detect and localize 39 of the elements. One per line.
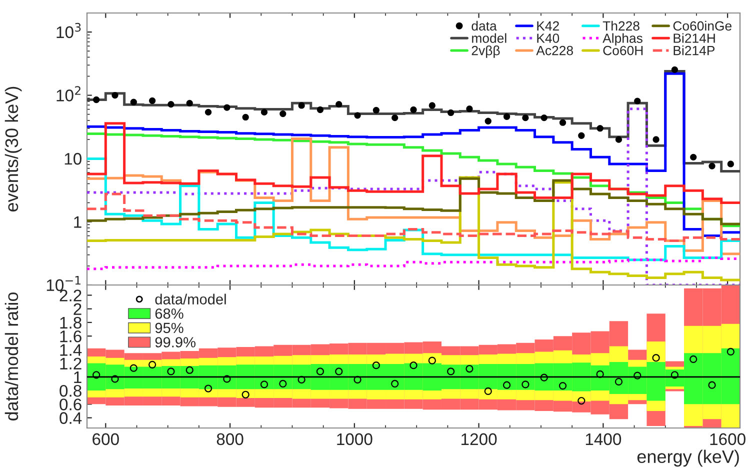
legend-label: model	[472, 33, 506, 43]
legend-label: K42	[537, 21, 559, 30]
legend-label: 2vββ	[472, 46, 500, 58]
y-tick-label: 0.8	[60, 384, 82, 397]
x-tick-label: 600	[92, 433, 119, 446]
y-tick-label: 10$^{2}$	[56, 86, 80, 102]
y-tick-label: 1.8	[60, 316, 82, 329]
y-tick-label: 0.6	[60, 398, 82, 410]
y-tick-label: 0.4	[60, 412, 82, 424]
legend-label: Co60inGe	[673, 20, 732, 31]
y-axis-title: data/model ratio	[4, 292, 18, 420]
y-tick-label: 2.2	[60, 290, 82, 302]
legend-label: Bi214H	[674, 33, 715, 43]
legend-label: data/model	[155, 294, 226, 304]
y-axis-title: events/(30 keV)	[4, 86, 22, 212]
legend-label: Ac228	[536, 46, 573, 56]
x-tick-label: 1200	[462, 433, 497, 446]
x-tick-label: 1000	[337, 433, 372, 446]
legend-label: Co60H	[603, 46, 643, 56]
legend-label: 68%	[155, 308, 184, 319]
legend-label: Bi214P	[674, 46, 715, 56]
legend-label: K40	[537, 34, 560, 43]
legend-label: Th228	[602, 20, 640, 31]
legend-label: 99.9%	[155, 337, 196, 348]
legend-label: Alphas	[602, 33, 642, 46]
y-tick-label: 1.4	[60, 344, 82, 356]
y-tick-label: 10$^{3}$	[56, 22, 81, 38]
y-tick-label: 1	[74, 216, 82, 228]
y-tick-label: 1.2	[60, 358, 82, 370]
x-tick-label: 1400	[586, 433, 622, 446]
y-tick-label: 1.6	[60, 330, 82, 342]
y-tick-label: 1	[74, 372, 82, 383]
x-axis-title: energy (keV)	[637, 450, 739, 467]
y-tick-label: 2	[74, 303, 82, 315]
y-tick-label: 10	[64, 152, 82, 165]
legend-label: 95%	[155, 322, 184, 334]
x-tick-label: 1600	[710, 433, 746, 446]
x-tick-label: 800	[216, 433, 244, 446]
legend-label: data	[472, 20, 497, 31]
